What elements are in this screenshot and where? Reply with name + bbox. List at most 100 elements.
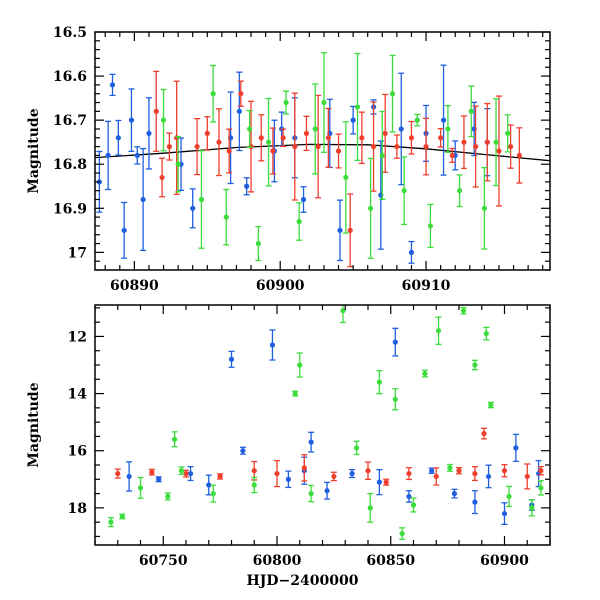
data-point bbox=[109, 73, 116, 97]
series-1 bbox=[114, 427, 544, 490]
data-point bbox=[153, 70, 160, 152]
top-plot-frame bbox=[94, 31, 551, 271]
data-point bbox=[258, 114, 265, 162]
data-marker bbox=[406, 493, 412, 500]
data-point bbox=[468, 85, 475, 138]
data-marker bbox=[496, 148, 502, 154]
data-point bbox=[501, 502, 508, 525]
data-marker bbox=[240, 448, 246, 454]
data-marker bbox=[440, 117, 447, 123]
data-point bbox=[367, 157, 374, 259]
data-point bbox=[512, 433, 519, 462]
data-marker bbox=[354, 104, 361, 110]
data-marker bbox=[456, 188, 463, 194]
data-marker bbox=[321, 99, 327, 106]
y-tick-label: 16 bbox=[68, 444, 87, 460]
data-point bbox=[493, 98, 500, 187]
data-marker bbox=[376, 379, 382, 385]
data-point bbox=[175, 135, 182, 193]
data-point bbox=[283, 90, 290, 115]
data-marker bbox=[223, 214, 229, 220]
data-marker bbox=[178, 468, 185, 474]
data-point bbox=[433, 467, 440, 486]
data-marker bbox=[172, 436, 178, 442]
data-point bbox=[389, 54, 396, 133]
data-point bbox=[210, 484, 217, 503]
bottom-y-axis-label: Magnitude bbox=[26, 382, 42, 467]
data-point bbox=[501, 463, 508, 478]
data-point bbox=[456, 466, 462, 475]
data-point bbox=[383, 478, 390, 486]
data-marker bbox=[297, 362, 303, 368]
data-marker bbox=[324, 488, 330, 494]
data-marker bbox=[331, 473, 337, 480]
data-marker bbox=[506, 493, 512, 500]
data-point bbox=[312, 83, 319, 175]
data-point bbox=[236, 71, 243, 152]
data-marker bbox=[303, 130, 310, 136]
data-marker bbox=[315, 143, 321, 150]
data-marker bbox=[269, 342, 276, 348]
data-marker bbox=[156, 476, 162, 482]
data-point bbox=[255, 225, 262, 262]
data-marker bbox=[246, 126, 253, 132]
data-point bbox=[246, 109, 253, 148]
data-point bbox=[471, 466, 478, 482]
data-point bbox=[408, 120, 415, 155]
data-marker bbox=[433, 473, 439, 480]
data-marker bbox=[529, 505, 535, 511]
data-point bbox=[325, 107, 332, 168]
data-marker bbox=[501, 510, 508, 517]
data-marker bbox=[392, 339, 398, 345]
data-point bbox=[392, 388, 399, 411]
data-marker bbox=[484, 139, 490, 145]
y-tick-label: 16.6 bbox=[53, 69, 87, 85]
data-marker bbox=[285, 476, 291, 482]
top-axis-ticks: 60890 60900 60910 16.5 16.6 16.7 16.8 16.9 17 bbox=[53, 25, 550, 294]
data-point bbox=[487, 401, 494, 409]
data-point bbox=[121, 201, 128, 259]
data-marker bbox=[109, 82, 116, 88]
data-marker bbox=[149, 469, 155, 475]
data-marker bbox=[340, 308, 346, 314]
data-point bbox=[280, 128, 287, 148]
data-point bbox=[115, 119, 122, 156]
data-marker bbox=[198, 196, 205, 203]
data-point bbox=[358, 111, 365, 165]
data-marker bbox=[398, 126, 404, 132]
data-marker bbox=[472, 470, 478, 477]
data-point bbox=[504, 114, 511, 153]
y-tick-label: 18 bbox=[68, 501, 87, 517]
data-marker bbox=[292, 390, 298, 397]
x-tick-label: 60850 bbox=[366, 553, 415, 569]
top-plot-area bbox=[95, 52, 550, 268]
data-marker bbox=[283, 99, 289, 106]
data-point bbox=[471, 490, 478, 515]
data-point bbox=[178, 466, 185, 476]
data-marker bbox=[226, 148, 232, 154]
data-point bbox=[440, 64, 447, 176]
bottom-x-axis-label: HJD−2400000 bbox=[247, 573, 359, 589]
data-point bbox=[301, 454, 308, 482]
data-marker bbox=[126, 473, 132, 480]
data-marker bbox=[119, 513, 125, 520]
data-point bbox=[198, 150, 205, 249]
data-marker bbox=[140, 196, 146, 203]
bottom-plot-area bbox=[107, 305, 544, 540]
data-marker bbox=[488, 402, 494, 408]
x-tick-label: 60910 bbox=[402, 278, 451, 294]
data-point bbox=[379, 110, 386, 200]
data-point bbox=[376, 469, 383, 496]
data-marker bbox=[406, 470, 412, 477]
data-marker bbox=[427, 223, 434, 229]
data-marker bbox=[308, 439, 314, 445]
data-marker bbox=[501, 468, 508, 474]
data-marker bbox=[134, 152, 140, 159]
data-marker bbox=[190, 205, 196, 211]
data-point bbox=[524, 463, 531, 490]
data-point bbox=[495, 95, 502, 207]
data-marker bbox=[146, 130, 152, 136]
data-point bbox=[349, 469, 356, 479]
